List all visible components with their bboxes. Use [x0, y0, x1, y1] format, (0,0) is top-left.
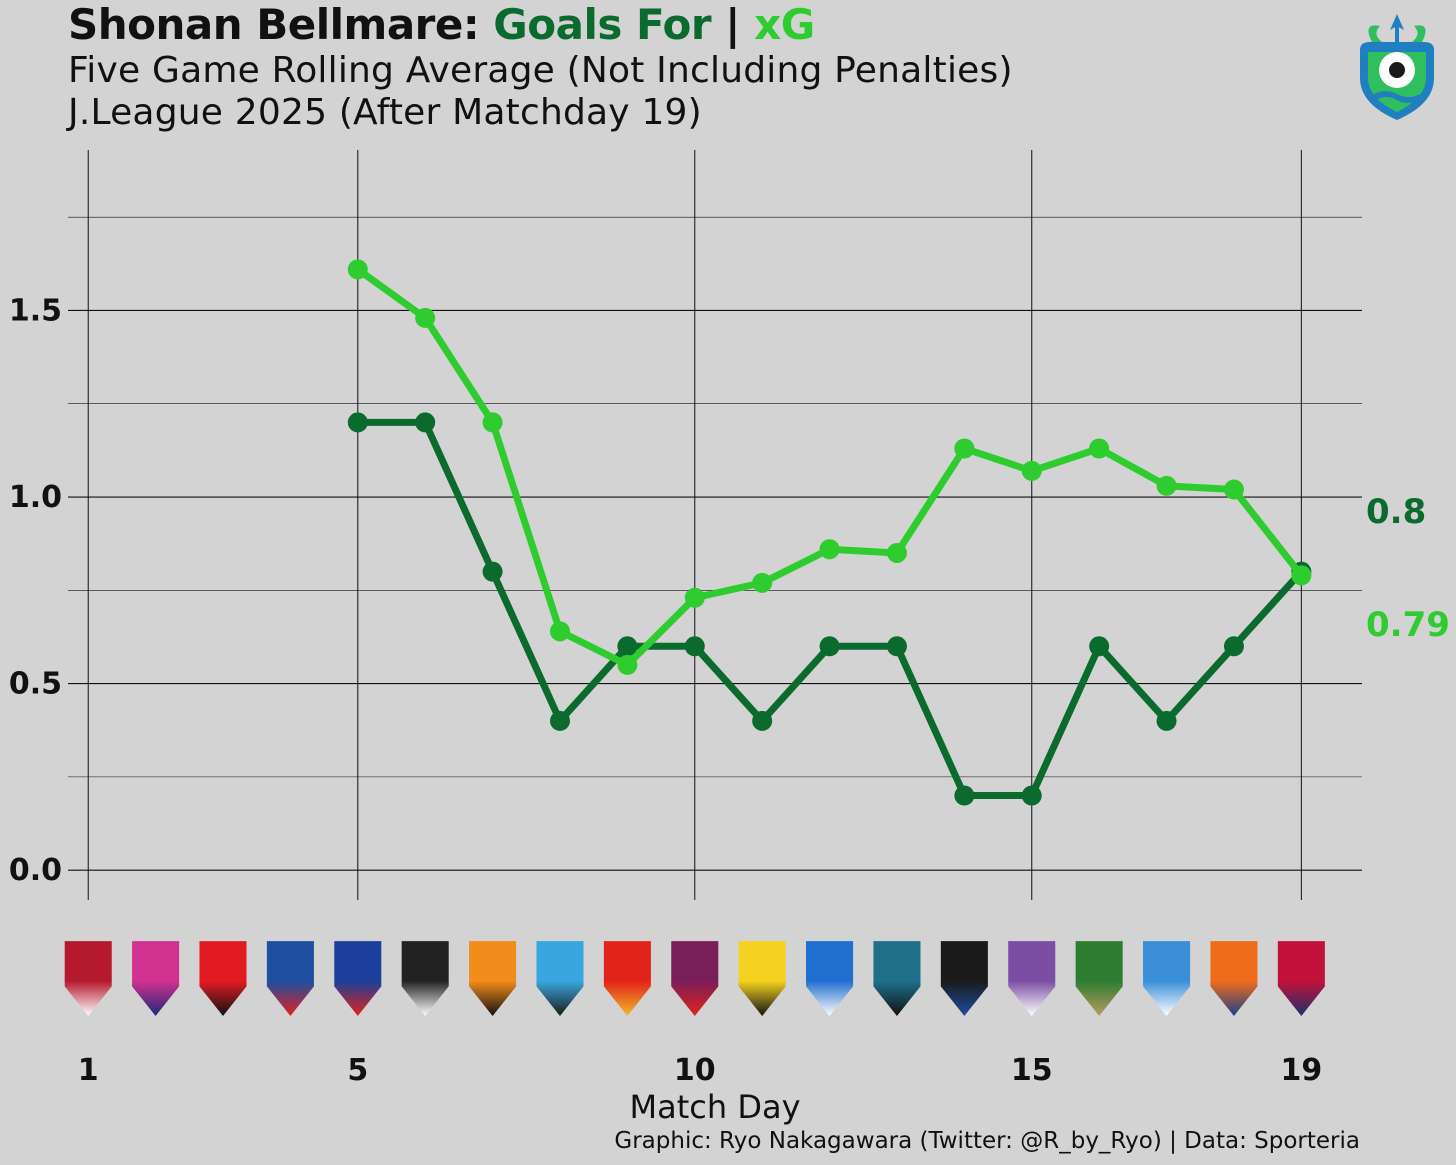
title-xg: xG	[754, 0, 815, 49]
y-tick-label: 0.0	[9, 853, 62, 888]
y-tick-label: 0.5	[9, 667, 62, 702]
cerezo-osaka-crest-icon	[128, 938, 184, 1016]
caption: Graphic: Ryo Nakagawara (Twitter: @R_by_…	[614, 1128, 1360, 1154]
crest-shape	[1277, 941, 1325, 1016]
shonan-bellmare-crest-icon	[1360, 14, 1434, 120]
kawasaki-frontale-crest-icon	[532, 938, 588, 1016]
goals-for-point	[1021, 785, 1042, 806]
y-tick-label: 1.0	[9, 480, 62, 515]
goals-for-point	[1089, 636, 1110, 657]
xg-point	[347, 259, 368, 280]
goals-for-point	[886, 636, 907, 657]
goals-for-point	[752, 710, 773, 731]
title-team: Shonan Bellmare:	[68, 0, 480, 49]
xg-point	[1156, 475, 1177, 496]
machida-zelvia-crest-icon	[802, 938, 858, 1016]
yokohama-f-marinos-crest-icon	[262, 938, 318, 1016]
xg-point	[1223, 479, 1244, 500]
crest-shape	[806, 941, 854, 1016]
xg-point	[684, 587, 705, 608]
x-tick-label: 19	[1280, 1053, 1322, 1088]
crest-shape	[199, 941, 247, 1016]
grid-lines	[68, 150, 1362, 900]
subtitle-1: Five Game Rolling Average (Not Including…	[68, 50, 1013, 91]
xg-point	[617, 654, 638, 675]
xg-point	[1021, 460, 1042, 481]
xg-point	[886, 542, 907, 563]
title-goals: Goals For	[493, 0, 712, 49]
goals-for-point	[549, 710, 570, 731]
yokohama-fc-crest-icon	[1139, 938, 1195, 1016]
crest-shape	[671, 941, 719, 1016]
nagoya-grampus-crest-icon	[599, 938, 655, 1016]
crest-shape	[469, 941, 517, 1016]
end-labels: 0.8 0.79	[1366, 492, 1450, 645]
goals-for-point	[684, 636, 705, 657]
goals-for-end-label: 0.8	[1366, 492, 1426, 532]
y-axis-ticks: 0.0 0.5 1.0 1.5	[9, 293, 62, 888]
subtitle-2: J.League 2025 (After Matchday 19)	[68, 92, 702, 133]
xg-point	[954, 438, 975, 459]
sanfrecce-hiroshima-crest-icon	[1004, 938, 1060, 1016]
xg-point	[752, 572, 773, 593]
crest-shape	[1210, 941, 1258, 1016]
x-axis-title: Match Day	[629, 1088, 801, 1126]
x-tick-label: 1	[78, 1053, 99, 1088]
crest-shape	[536, 941, 584, 1016]
crest-shape	[1008, 941, 1056, 1016]
xg-point	[549, 621, 570, 642]
crest-shape	[1075, 941, 1123, 1016]
urawa-reds-crest-icon	[195, 938, 251, 1016]
goals-for-point	[819, 636, 840, 657]
xg-line	[354, 265, 1305, 669]
xg-point	[1291, 565, 1312, 586]
crest-shape	[738, 941, 786, 1016]
kashiwa-reysol-crest-icon	[734, 938, 790, 1016]
xg-point	[819, 539, 840, 560]
shimizu-s-pulse-crest-icon	[465, 938, 521, 1016]
goals-for-point	[1223, 636, 1244, 657]
xg-point	[415, 307, 436, 328]
title-separator: |	[725, 0, 741, 49]
albirex-niigata-crest-icon	[1206, 938, 1262, 1016]
goals-for-point	[1156, 710, 1177, 731]
series-lines	[347, 259, 1312, 806]
crest-shape	[401, 941, 449, 1016]
x-tick-label: 15	[1011, 1053, 1053, 1088]
goals-for-point	[617, 636, 638, 657]
kashima-antlers-crest-icon	[60, 938, 116, 1016]
goals-for-point	[954, 785, 975, 806]
crest-shape	[266, 941, 314, 1016]
x-tick-label: 5	[347, 1053, 368, 1088]
goals-for-point	[482, 561, 503, 582]
tokyo-verdy-crest-icon	[1071, 938, 1127, 1016]
x-axis-ticks: 1 5 10 15 19	[78, 1053, 1322, 1088]
xg-point	[1089, 438, 1110, 459]
crest-shape	[873, 941, 921, 1016]
avispa-fukuoka-crest-icon	[869, 938, 925, 1016]
crest-shape	[940, 941, 988, 1016]
fc-tokyo-crest-icon	[330, 938, 386, 1016]
x-tick-label: 10	[674, 1053, 716, 1088]
gamba-osaka-crest-icon	[936, 938, 992, 1016]
xg-end-label: 0.79	[1366, 605, 1450, 645]
crest-shape	[603, 941, 651, 1016]
chart-title: Shonan Bellmare: Goals For | xG	[68, 0, 1013, 50]
crest-shape	[1143, 941, 1191, 1016]
crest-shape	[64, 941, 112, 1016]
title-block: Shonan Bellmare: Goals For | xG Five Gam…	[68, 0, 1013, 134]
y-tick-label: 1.5	[9, 293, 62, 328]
crest-shape	[334, 941, 382, 1016]
kyoto-sanga-crest-icon	[667, 938, 723, 1016]
goals-for-point	[347, 412, 368, 433]
crest-shape	[132, 941, 180, 1016]
vissel-kobe-crest-icon	[397, 938, 453, 1016]
goals-for-point	[415, 412, 436, 433]
fagiano-okayama-crest-icon	[1273, 938, 1329, 1016]
xg-point	[482, 412, 503, 433]
